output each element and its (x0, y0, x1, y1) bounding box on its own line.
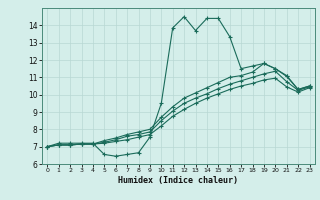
X-axis label: Humidex (Indice chaleur): Humidex (Indice chaleur) (118, 176, 238, 185)
